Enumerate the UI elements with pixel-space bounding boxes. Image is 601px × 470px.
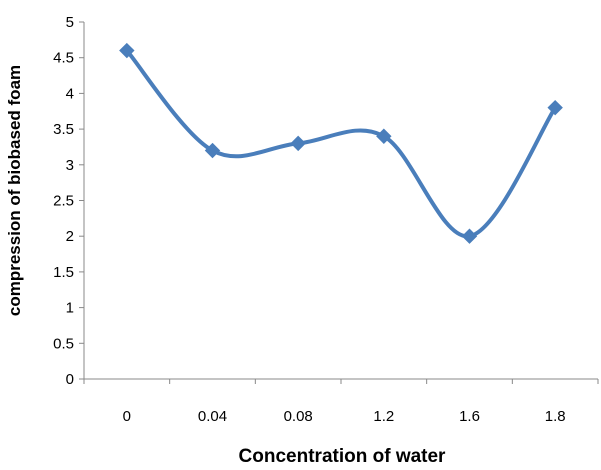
y-tick-label: 3: [66, 157, 74, 174]
data-point-marker: [376, 128, 392, 144]
series-group: [119, 42, 563, 244]
series-line: [124, 48, 558, 239]
x-tick-label: 0.04: [198, 408, 227, 425]
y-tick-label: 3.5: [53, 121, 74, 138]
y-tick-label: 2: [66, 228, 74, 245]
data-point-marker: [119, 42, 135, 59]
y-tick-label: 1.5: [53, 264, 74, 281]
y-axis: 0 0.5 1 1.5 2 2.5 3 3.5 4 4.5 5: [53, 14, 85, 388]
x-tick-label: 0.08: [284, 408, 313, 425]
y-tick-label: 1: [66, 300, 74, 317]
y-tick-label: 4: [66, 85, 74, 102]
y-tick-label: 5: [66, 14, 74, 31]
y-tick-label: 0: [66, 371, 74, 388]
data-point-marker: [547, 99, 563, 116]
x-axis-title: Concentration of water: [239, 446, 447, 467]
x-tick-label: 0: [123, 408, 131, 425]
data-point-marker: [461, 228, 478, 244]
y-tick-label: 4.5: [53, 50, 74, 67]
x-tick-label: 1.2: [373, 408, 394, 425]
y-tick-label: 2.5: [53, 193, 74, 210]
data-point-marker: [204, 142, 221, 159]
y-axis-title: compression of biobased foam: [5, 65, 24, 316]
x-tick-label: 1.8: [545, 408, 566, 425]
y-tick-label: 0.5: [53, 335, 74, 352]
x-axis: 0 0.04 0.08 1.2 1.6 1.8: [83, 378, 599, 425]
x-tick-label: 1.6: [459, 408, 480, 425]
data-point-marker: [290, 135, 306, 152]
